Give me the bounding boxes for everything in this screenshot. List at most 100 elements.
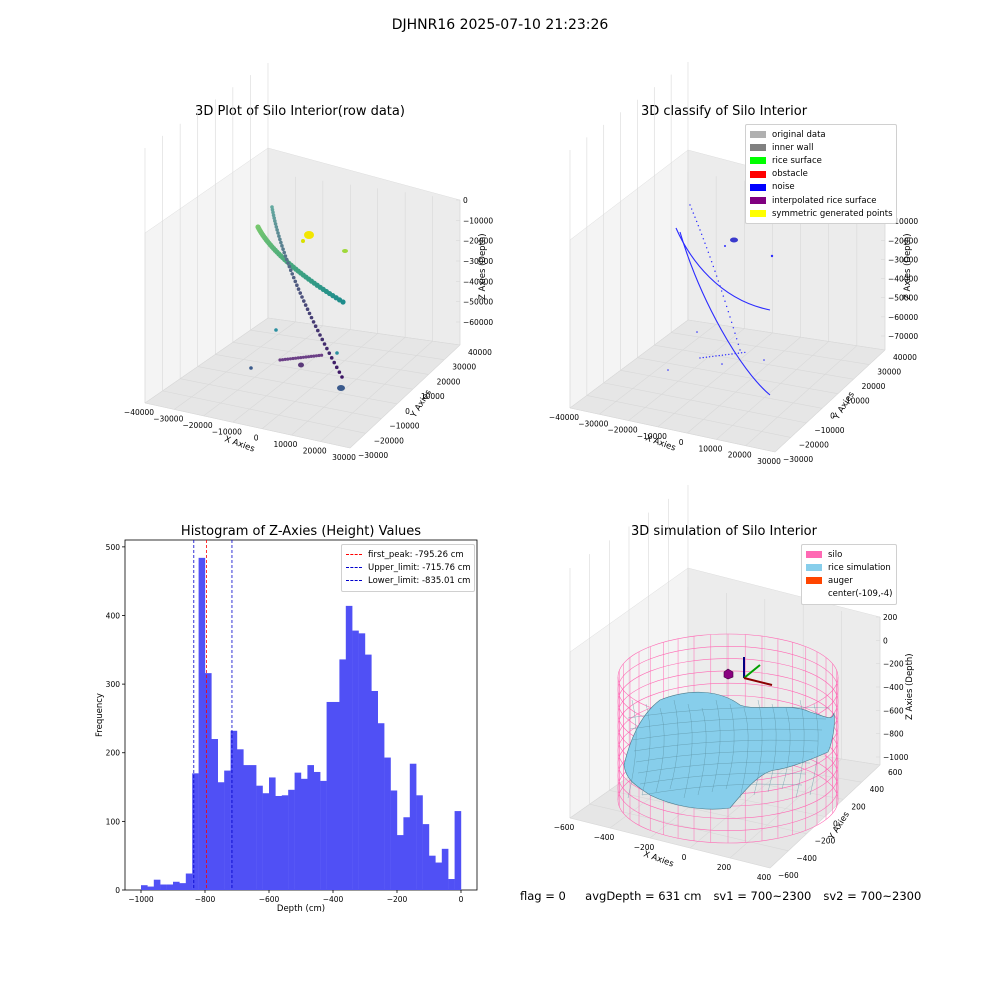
histogram-y-tick: 200 [106, 749, 121, 758]
raw-x-tick: 0 [254, 434, 259, 443]
classify-z-tick: −60000 [888, 313, 918, 322]
histogram-y-tick: 500 [106, 543, 121, 552]
simulation-x-tick: 200 [717, 863, 732, 872]
legend-label: silo [828, 549, 843, 560]
histogram-bar [352, 630, 359, 890]
classify-legend-entry: obstacle [750, 168, 892, 181]
raw-point [280, 244, 284, 248]
rice-mesh-line [655, 707, 665, 793]
histogram-ylabel: Frequency [95, 693, 105, 737]
classify-z-tick: −20000 [888, 236, 918, 245]
raw-point [301, 355, 305, 359]
rice-mesh-line [725, 703, 735, 790]
histogram-y-tick: 100 [106, 817, 121, 826]
raw-point [274, 225, 279, 229]
noise-point [735, 338, 738, 340]
histogram-bar [141, 885, 148, 890]
panel1-title: 3D Plot of Silo Interior(row data) [195, 104, 405, 119]
noise-point [730, 321, 733, 324]
noise-point [737, 343, 740, 346]
noise-point [709, 256, 711, 258]
noise-point [721, 354, 724, 356]
raw-point [309, 315, 314, 320]
raw-point [283, 254, 288, 258]
rice-mesh-line [683, 703, 693, 799]
histogram-x-tick: −800 [195, 895, 216, 904]
raw-point [249, 366, 253, 370]
noise-point [702, 356, 704, 359]
histogram-bar [224, 770, 231, 890]
noise-point [704, 242, 706, 244]
histogram-bar [397, 835, 404, 890]
histogram-bar [288, 789, 295, 890]
raw-y-tick: −20000 [374, 436, 404, 445]
histogram-bar [409, 763, 417, 890]
raw-y-tick: 0 [405, 407, 410, 416]
raw-point [273, 219, 277, 223]
raw-point [279, 240, 283, 245]
histogram-bar [313, 771, 321, 890]
noise-point [717, 280, 720, 282]
noise-point [700, 233, 703, 236]
histogram-vlines [193, 540, 233, 890]
raw-point [278, 358, 282, 362]
histogram-xlabel: Depth (cm) [277, 904, 325, 914]
legend-label: obstacle [772, 169, 808, 180]
raw-tick-labels: −40000−30000−20000−100000100002000030000… [124, 196, 493, 462]
histogram-bar [326, 701, 334, 890]
classify-legend-entry: noise [750, 181, 892, 194]
classify-x-tick: 30000 [757, 457, 781, 466]
classify-marks [667, 204, 774, 396]
histogram-bar [345, 605, 353, 890]
figure-title: DJHNR16 2025-07-10 21:23:26 [391, 17, 609, 33]
histogram-bar [377, 723, 385, 890]
raw-point [293, 279, 298, 284]
simulation-legend-entry: center(-109,-4) [806, 588, 892, 601]
noise-point [729, 316, 731, 318]
raw-point [281, 247, 285, 251]
histogram-bar [237, 749, 244, 890]
noise-curve [675, 227, 771, 311]
noise-point [697, 224, 700, 227]
simulation-y-tick: 0 [833, 820, 838, 829]
legend-swatch [750, 170, 766, 178]
noise-point [744, 351, 746, 354]
noise-point [690, 208, 693, 210]
histogram-bar [301, 778, 308, 890]
raw-zlabel: Z Axies (Depth) [478, 233, 488, 300]
raw-point [287, 264, 292, 269]
simulation-y-tick: −400 [796, 854, 817, 863]
classify-y-tick: 30000 [877, 368, 901, 377]
raw-point [271, 210, 275, 215]
legend-swatch [750, 210, 766, 218]
legend-label: rice surface [772, 155, 822, 166]
raw-point [320, 353, 324, 357]
simulation-legend-entry: rice simulation [806, 561, 892, 574]
histogram-bar [249, 765, 257, 890]
legend-swatch [750, 197, 766, 205]
histogram-bar [307, 765, 314, 890]
classify-y-tick: 10000 [846, 397, 870, 406]
rice-mesh-line [631, 728, 823, 741]
raw-point [316, 328, 320, 333]
raw-x-tick: 10000 [273, 440, 297, 449]
classify-zlabel: Z Axies (Depth) [903, 233, 913, 300]
simulation-y-tick: 400 [870, 785, 885, 794]
histogram-bar [205, 673, 212, 890]
classify-x-tick: −20000 [607, 426, 637, 435]
legend-line [346, 580, 362, 582]
histogram-bar [230, 730, 238, 890]
raw-point [304, 355, 308, 359]
histogram-y-tick: 300 [106, 680, 121, 689]
raw-point [271, 213, 276, 218]
histogram-bar [320, 780, 327, 890]
simulation-x-tick: −600 [554, 823, 575, 832]
legend-line [346, 567, 362, 569]
noise-point [763, 359, 765, 361]
histogram-bar [365, 654, 372, 890]
histogram-bar [454, 811, 462, 890]
simulation-x-tick: 0 [682, 853, 687, 862]
raw-point [298, 362, 304, 368]
raw-z-tick: −40000 [463, 277, 493, 286]
